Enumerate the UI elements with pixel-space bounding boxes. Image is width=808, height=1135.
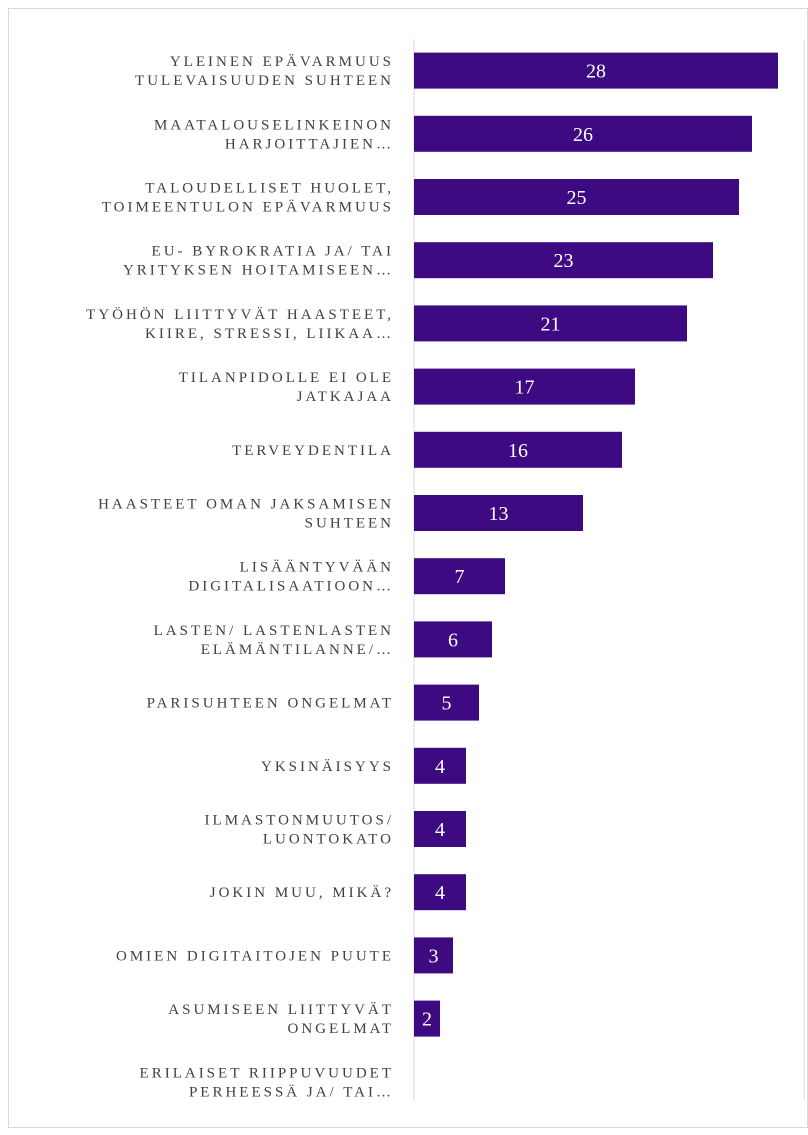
category-label: HAASTEET OMAN JAKSAMISEN SUHTEEN [98, 497, 394, 532]
bar [414, 1000, 440, 1037]
bar-value-label: 21 [541, 313, 561, 335]
category-label: ASUMISEEN LIITTYVÄT ONGELMAT [168, 1001, 394, 1037]
bar [414, 52, 778, 89]
bar-value-label: 28 [586, 61, 606, 83]
bar [414, 811, 466, 847]
bar-value-label: 4 [435, 819, 445, 841]
bar-value-label: 26 [573, 124, 593, 146]
bar [414, 621, 492, 658]
bar [414, 937, 453, 974]
category-label: YLEINEN EPÄVARMUUS TULEVAISUUDEN SUHTEEN [135, 53, 394, 89]
bar [414, 874, 466, 911]
bar-value-label: 2 [422, 1009, 432, 1031]
bar [414, 747, 466, 784]
category-label: LISÄÄNTYVÄÄN DIGITALISAATIOON… [188, 559, 394, 595]
category-label: TYÖHÖN LIITTYVÄT HAASTEET, KIIRE, STRESSI… [86, 306, 394, 342]
category-label: JOKIN MUU, MIKÄ? [210, 884, 394, 901]
bar-value-label: 16 [508, 440, 528, 462]
category-label: ERILAISET RIIPPUVUUDET PERHEESSÄ JA/ TAI… [140, 1065, 394, 1100]
chart-frame: YLEINEN EPÄVARMUUS TULEVAISUUDEN SUHTEEN 2… [8, 8, 808, 1128]
bar-value-label: 6 [448, 629, 458, 651]
bar [414, 179, 739, 215]
category-label: TILANPIDOLLE EI OLE JATKAJAA [179, 370, 394, 405]
bar [414, 368, 635, 405]
bar-value-label: 23 [554, 250, 574, 272]
category-label: YKSINÄISYYS [261, 758, 394, 775]
bar-value-label: 4 [435, 756, 445, 778]
bar [414, 242, 713, 279]
category-label: TERVEYDENTILA [232, 443, 394, 459]
bar [414, 431, 622, 468]
bar [414, 558, 505, 595]
bar-value-label: 7 [455, 566, 465, 588]
bar-chart: YLEINEN EPÄVARMUUS TULEVAISUUDEN SUHTEEN 2… [86, 39, 805, 1101]
bar-value-label: 3 [429, 945, 439, 967]
bar-value-label: 13 [489, 503, 509, 525]
category-label: MAATALOUSELINKEINON HARJOITTAJIEN… [154, 117, 394, 152]
bar [414, 684, 479, 721]
bar [414, 495, 583, 531]
bar-value-label: 17 [515, 377, 535, 399]
bar-value-label: 4 [435, 882, 445, 904]
category-label: LASTEN/ LASTENLASTEN ELÄMÄNTILANNE/… [154, 623, 394, 658]
bar [414, 305, 687, 342]
bar [414, 115, 752, 152]
bar-value-label: 5 [442, 693, 452, 715]
category-label: EU- BYROKRATIA JA/ TAI YRITYKSEN HOITAMIS… [123, 244, 394, 279]
bar-value-label: 25 [567, 187, 587, 209]
category-label: ILMASTONMUUTOS/LUONTOKATO [205, 813, 394, 848]
category-label: TALOUDELLISET HUOLET, TOIMEENTULON EPÄVAR… [102, 181, 394, 216]
category-label: PARISUHTEEN ONGELMAT [147, 696, 394, 712]
category-label: OMIEN DIGITAITOJEN PUUTE [116, 948, 394, 964]
